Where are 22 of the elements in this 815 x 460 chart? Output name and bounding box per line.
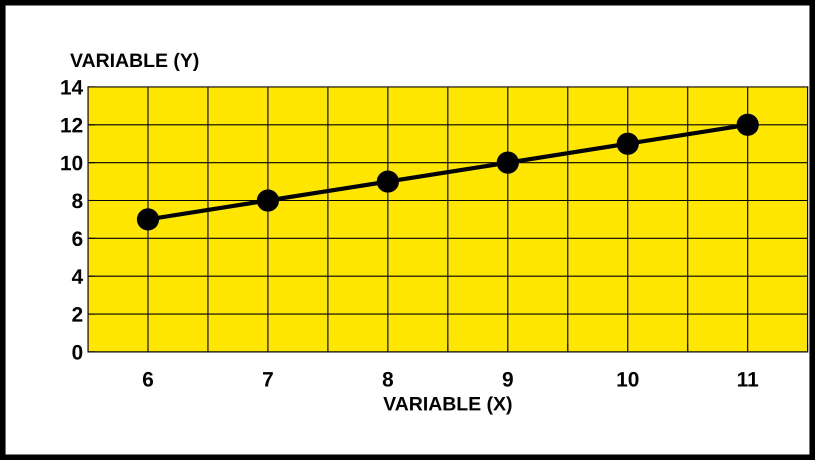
x-tick-label: 10: [617, 372, 638, 387]
point: [136, 208, 160, 231]
y-tick-label: 14: [61, 80, 84, 94]
x-tick-label: 9: [502, 372, 513, 387]
x-tick-label: 6: [142, 372, 154, 387]
y-tick-label: 0: [72, 344, 82, 360]
y-tick-label: 4: [72, 269, 84, 284]
y-axis-title: VARIABLE (Y): [70, 52, 198, 72]
point: [616, 132, 639, 155]
x-tick-label: 8: [382, 372, 394, 387]
y-tick-label: 6: [72, 231, 82, 246]
point: [256, 189, 280, 212]
y-tick-label: 12: [61, 118, 82, 132]
x-tick-label: 11: [738, 372, 758, 386]
x-tick-label: 7: [263, 372, 273, 386]
y-tick-label: 10: [61, 156, 82, 170]
point: [736, 114, 759, 136]
y-tick-label: 8: [72, 193, 83, 208]
point: [496, 152, 519, 174]
y-tick-label: 2: [72, 307, 82, 322]
x-axis-title: VARIABLE (X): [383, 396, 512, 414]
point: [376, 170, 399, 193]
